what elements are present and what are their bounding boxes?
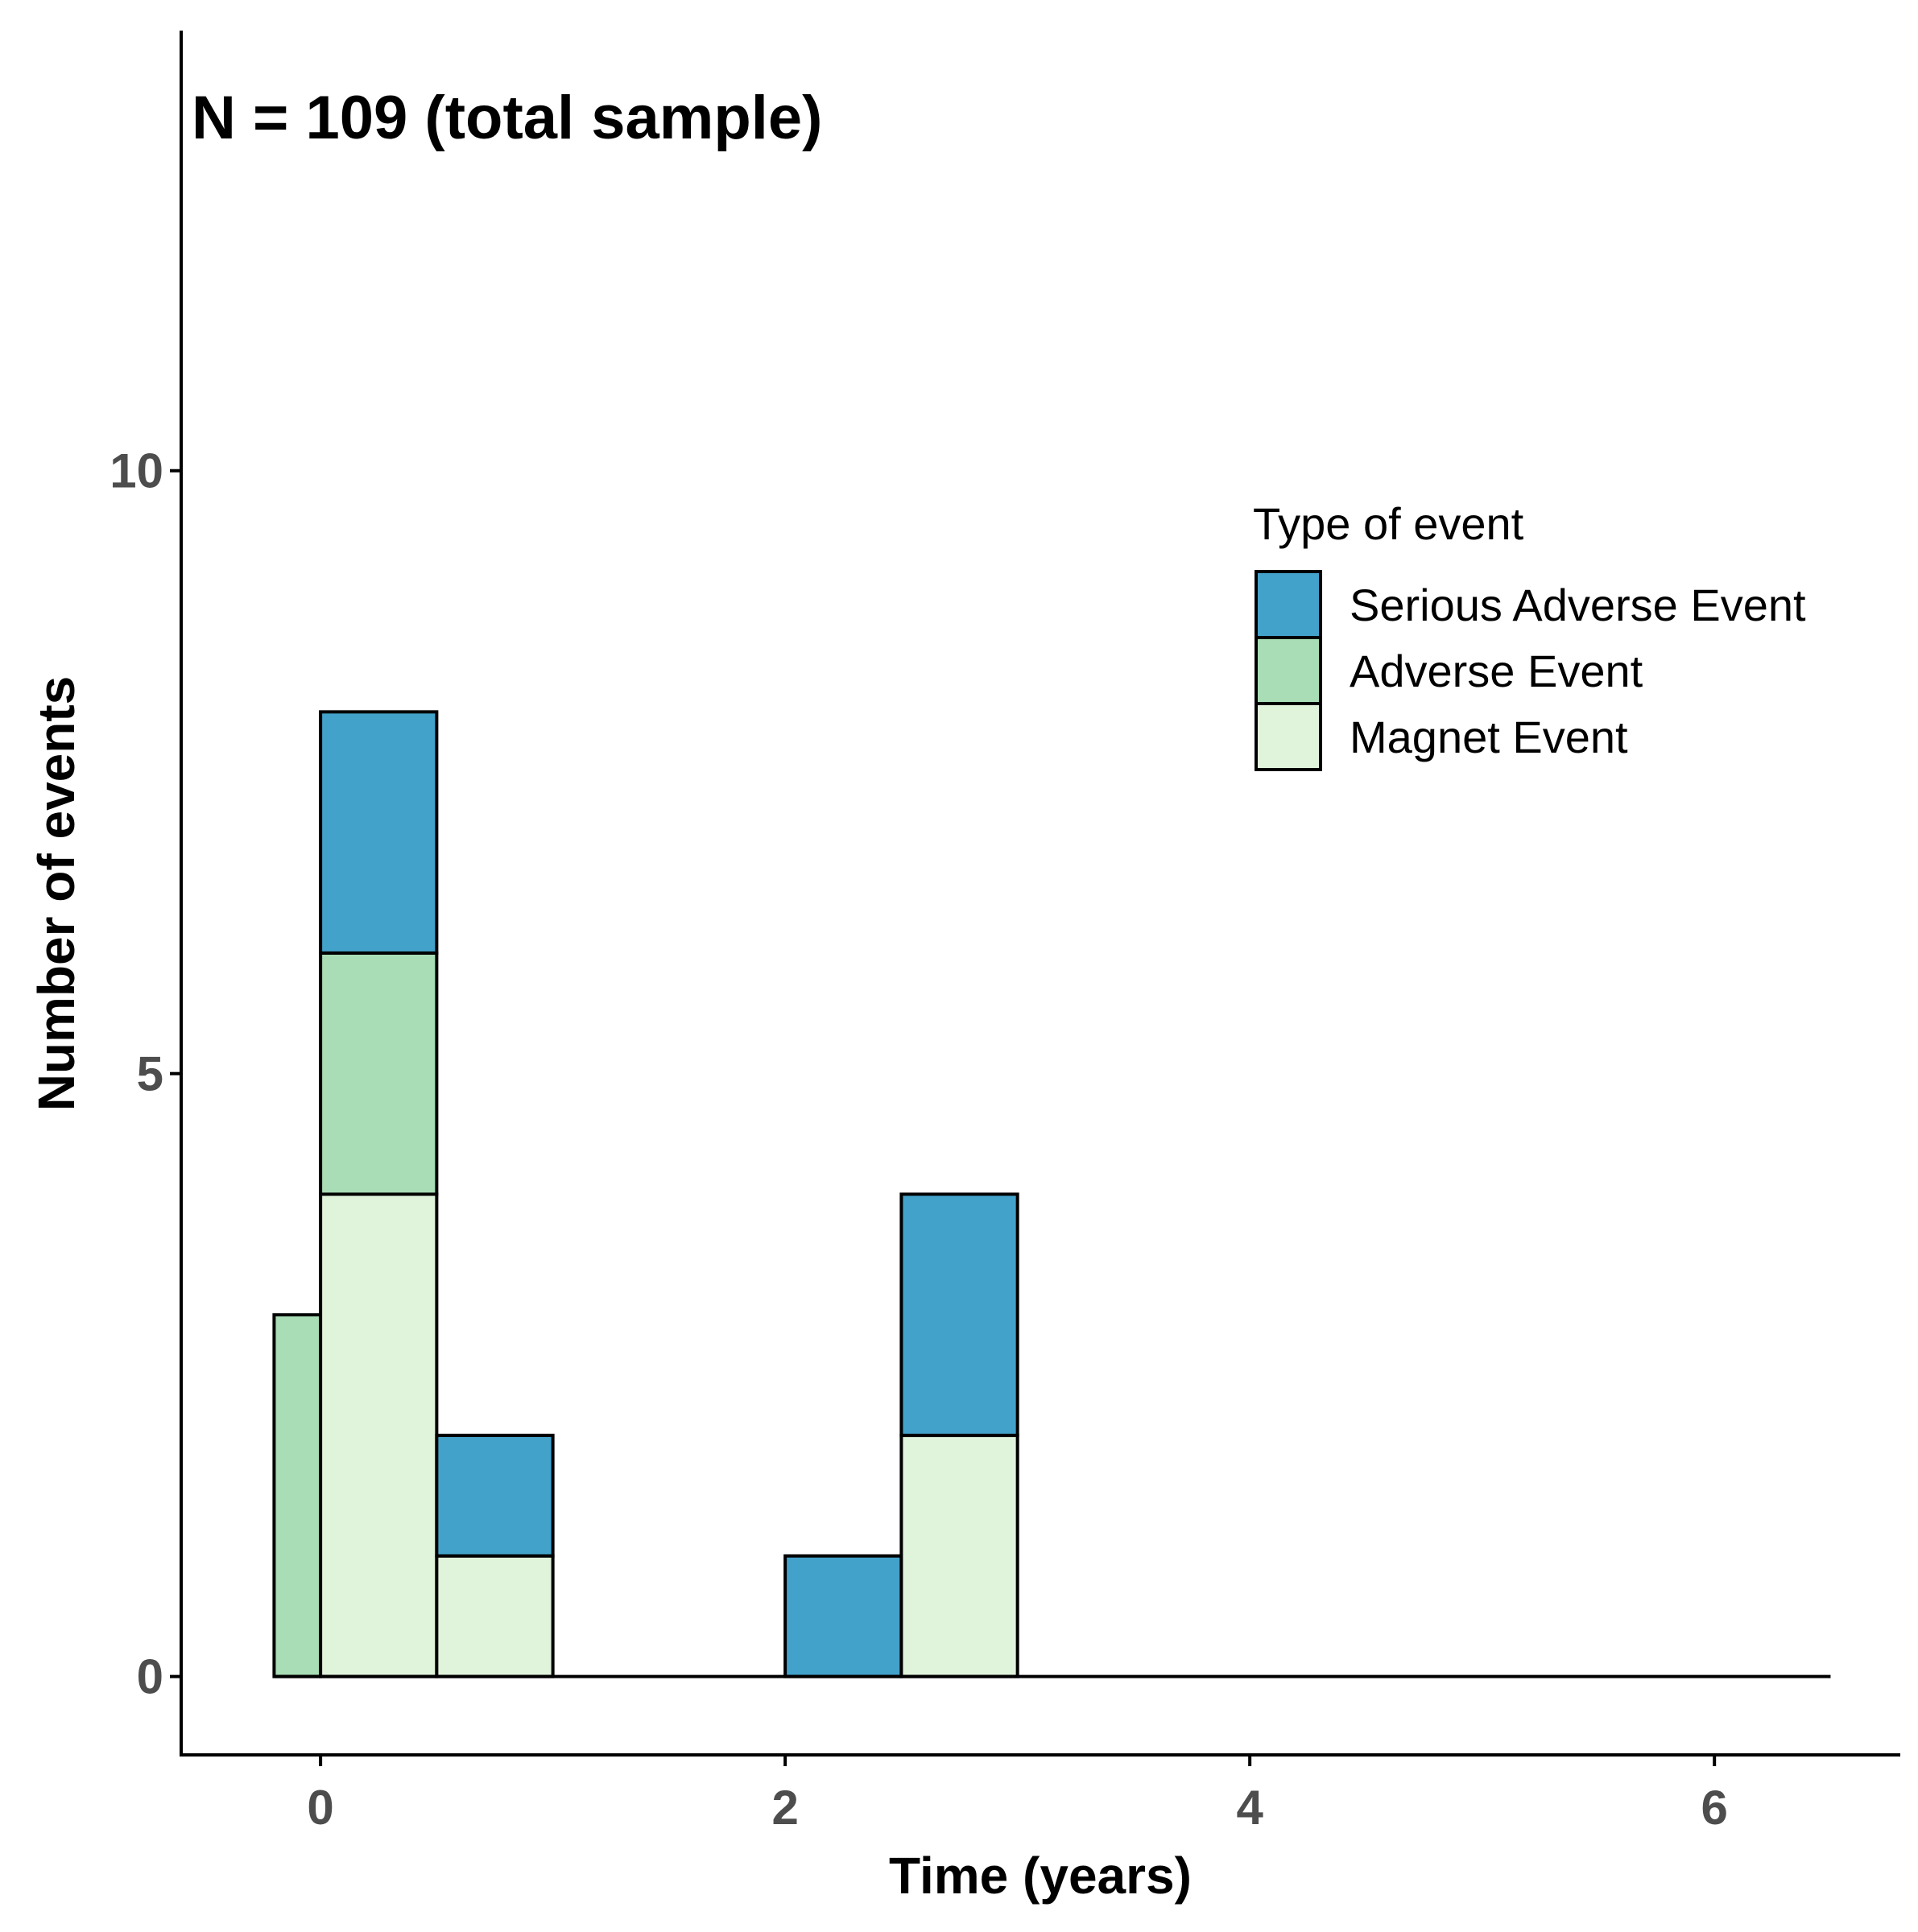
x-axis-title: Time (years) [889, 1847, 1192, 1905]
legend-key-serious-adverse-event [1255, 570, 1322, 639]
x-tick-label-2: 2 [771, 1781, 798, 1835]
bar-serious-adverse-event-bin-1 [319, 710, 439, 955]
legend: Serious Adverse Event Adverse Event Magnet… [1255, 570, 1806, 771]
y-tick-label-10: 10 [110, 444, 163, 498]
x-tick-label-4: 4 [1236, 1781, 1263, 1835]
legend-label-serious-adverse-event: Serious Adverse Event [1350, 580, 1806, 630]
x-tick-label-0: 0 [307, 1781, 333, 1835]
bar-serious-adverse-event-bin-2 [435, 1434, 555, 1558]
legend-title: Type of event [1253, 498, 1524, 549]
y-tick-label-5: 5 [137, 1047, 163, 1101]
bar-adverse-event-bin-0 [272, 1313, 323, 1678]
bar-serious-adverse-event-bin-3 [783, 1554, 903, 1678]
legend-key-magnet-event [1255, 702, 1322, 771]
bar-magnet-event-bin-2 [435, 1554, 555, 1678]
bar-adverse-event-bin-1 [319, 951, 439, 1196]
y-axis-title: Number of events [27, 676, 85, 1112]
legend-label-magnet-event: Magnet Event [1350, 712, 1628, 762]
sample-size-annotation: N = 109 (total sample) [192, 84, 823, 152]
bars-group [272, 710, 1019, 1678]
bar-magnet-event-bin-1 [319, 1192, 439, 1678]
x-tick-label-6: 6 [1701, 1781, 1728, 1835]
bar-serious-adverse-event-bin-4 [899, 1192, 1019, 1438]
bar-magnet-event-bin-4 [899, 1434, 1019, 1678]
legend-key-adverse-event [1255, 636, 1322, 705]
legend-label-adverse-event: Adverse Event [1350, 646, 1643, 696]
axis-ticks: 0 5 10 0 2 4 6 [110, 444, 1728, 1835]
y-tick-label-0: 0 [137, 1650, 163, 1704]
